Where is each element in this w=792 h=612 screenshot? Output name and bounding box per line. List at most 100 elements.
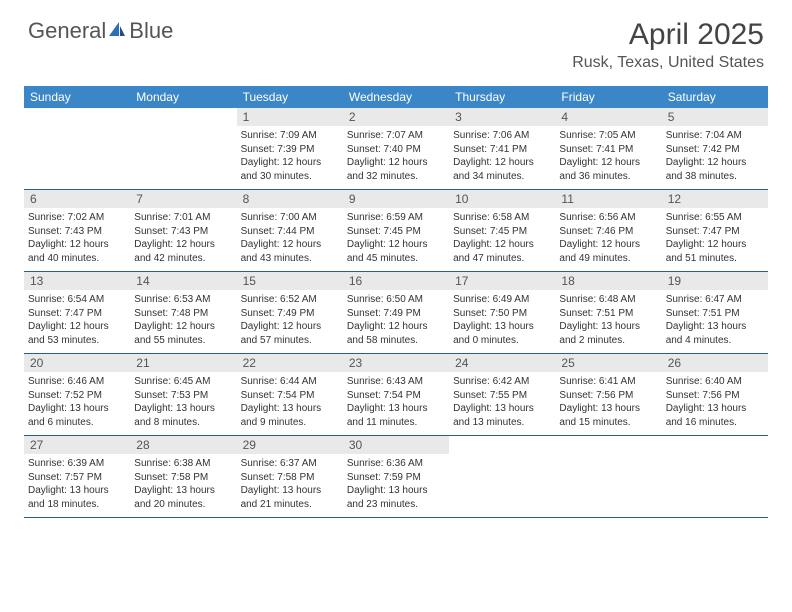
day-number: 7 [130, 190, 236, 208]
sunrise-text: Sunrise: 6:58 AM [453, 211, 551, 225]
sunrise-text: Sunrise: 6:47 AM [666, 293, 764, 307]
sunrise-text: Sunrise: 7:02 AM [28, 211, 126, 225]
day-number: 4 [555, 108, 661, 126]
daylight-text: Daylight: 12 hours [453, 238, 551, 252]
day-details: Sunrise: 6:41 AMSunset: 7:56 PMDaylight:… [555, 372, 661, 435]
calendar-week-row: 27Sunrise: 6:39 AMSunset: 7:57 PMDayligh… [24, 436, 768, 518]
sunrise-text: Sunrise: 6:48 AM [559, 293, 657, 307]
daylight-text: and 34 minutes. [453, 170, 551, 184]
daylight-text: Daylight: 13 hours [28, 484, 126, 498]
sunrise-text: Sunrise: 6:55 AM [666, 211, 764, 225]
sunset-text: Sunset: 7:58 PM [241, 471, 339, 485]
calendar-cell: 9Sunrise: 6:59 AMSunset: 7:45 PMDaylight… [343, 190, 449, 272]
daylight-text: and 47 minutes. [453, 252, 551, 266]
sunset-text: Sunset: 7:45 PM [453, 225, 551, 239]
day-details: Sunrise: 6:45 AMSunset: 7:53 PMDaylight:… [130, 372, 236, 435]
calendar-week-row: 13Sunrise: 6:54 AMSunset: 7:47 PMDayligh… [24, 272, 768, 354]
daylight-text: and 45 minutes. [347, 252, 445, 266]
calendar-cell: 22Sunrise: 6:44 AMSunset: 7:54 PMDayligh… [237, 354, 343, 436]
sunset-text: Sunset: 7:50 PM [453, 307, 551, 321]
daylight-text: and 43 minutes. [241, 252, 339, 266]
calendar-cell: 3Sunrise: 7:06 AMSunset: 7:41 PMDaylight… [449, 108, 555, 190]
daylight-text: Daylight: 13 hours [28, 402, 126, 416]
sunrise-text: Sunrise: 6:56 AM [559, 211, 657, 225]
sunrise-text: Sunrise: 7:01 AM [134, 211, 232, 225]
calendar-cell: 28Sunrise: 6:38 AMSunset: 7:58 PMDayligh… [130, 436, 236, 518]
day-number: 8 [237, 190, 343, 208]
day-number: 24 [449, 354, 555, 372]
calendar-cell: 2Sunrise: 7:07 AMSunset: 7:40 PMDaylight… [343, 108, 449, 190]
day-details: Sunrise: 6:37 AMSunset: 7:58 PMDaylight:… [237, 454, 343, 517]
day-number: 29 [237, 436, 343, 454]
daylight-text: and 15 minutes. [559, 416, 657, 430]
day-details: Sunrise: 6:56 AMSunset: 7:46 PMDaylight:… [555, 208, 661, 271]
calendar-cell: 27Sunrise: 6:39 AMSunset: 7:57 PMDayligh… [24, 436, 130, 518]
sunrise-text: Sunrise: 6:42 AM [453, 375, 551, 389]
day-number: 16 [343, 272, 449, 290]
daylight-text: and 13 minutes. [453, 416, 551, 430]
calendar-cell: 10Sunrise: 6:58 AMSunset: 7:45 PMDayligh… [449, 190, 555, 272]
daylight-text: Daylight: 13 hours [666, 402, 764, 416]
daylight-text: Daylight: 12 hours [347, 238, 445, 252]
daylight-text: and 16 minutes. [666, 416, 764, 430]
day-number: 10 [449, 190, 555, 208]
calendar-cell: 11Sunrise: 6:56 AMSunset: 7:46 PMDayligh… [555, 190, 661, 272]
day-details: Sunrise: 6:58 AMSunset: 7:45 PMDaylight:… [449, 208, 555, 271]
daylight-text: and 0 minutes. [453, 334, 551, 348]
sunset-text: Sunset: 7:44 PM [241, 225, 339, 239]
daylight-text: and 51 minutes. [666, 252, 764, 266]
sunrise-text: Sunrise: 6:44 AM [241, 375, 339, 389]
daylight-text: and 9 minutes. [241, 416, 339, 430]
day-number: 18 [555, 272, 661, 290]
day-details: Sunrise: 7:09 AMSunset: 7:39 PMDaylight:… [237, 126, 343, 189]
sunset-text: Sunset: 7:49 PM [347, 307, 445, 321]
daylight-text: Daylight: 12 hours [241, 320, 339, 334]
day-details: Sunrise: 6:38 AMSunset: 7:58 PMDaylight:… [130, 454, 236, 517]
daylight-text: Daylight: 12 hours [347, 320, 445, 334]
sunset-text: Sunset: 7:43 PM [134, 225, 232, 239]
daylight-text: and 36 minutes. [559, 170, 657, 184]
daylight-text: Daylight: 13 hours [241, 484, 339, 498]
day-details: Sunrise: 6:40 AMSunset: 7:56 PMDaylight:… [662, 372, 768, 435]
day-number: 2 [343, 108, 449, 126]
daylight-text: Daylight: 13 hours [347, 484, 445, 498]
sunrise-text: Sunrise: 6:37 AM [241, 457, 339, 471]
calendar-cell: 0 [662, 436, 768, 518]
daylight-text: Daylight: 13 hours [134, 402, 232, 416]
day-header: Friday [555, 86, 661, 108]
day-number: 11 [555, 190, 661, 208]
daylight-text: and 40 minutes. [28, 252, 126, 266]
day-header: Saturday [662, 86, 768, 108]
sunset-text: Sunset: 7:59 PM [347, 471, 445, 485]
daylight-text: Daylight: 13 hours [134, 484, 232, 498]
calendar-cell: 15Sunrise: 6:52 AMSunset: 7:49 PMDayligh… [237, 272, 343, 354]
sunset-text: Sunset: 7:53 PM [134, 389, 232, 403]
sunrise-text: Sunrise: 6:40 AM [666, 375, 764, 389]
calendar-cell: 17Sunrise: 6:49 AMSunset: 7:50 PMDayligh… [449, 272, 555, 354]
day-details: Sunrise: 7:07 AMSunset: 7:40 PMDaylight:… [343, 126, 449, 189]
calendar-cell: 24Sunrise: 6:42 AMSunset: 7:55 PMDayligh… [449, 354, 555, 436]
logo: General Blue [28, 18, 173, 44]
calendar-cell: 0 [449, 436, 555, 518]
daylight-text: and 55 minutes. [134, 334, 232, 348]
sunset-text: Sunset: 7:54 PM [241, 389, 339, 403]
day-number: 23 [343, 354, 449, 372]
sunrise-text: Sunrise: 6:53 AM [134, 293, 232, 307]
daylight-text: and 53 minutes. [28, 334, 126, 348]
sunset-text: Sunset: 7:48 PM [134, 307, 232, 321]
sunset-text: Sunset: 7:54 PM [347, 389, 445, 403]
sunrise-text: Sunrise: 7:09 AM [241, 129, 339, 143]
daylight-text: and 20 minutes. [134, 498, 232, 512]
daylight-text: and 57 minutes. [241, 334, 339, 348]
sunset-text: Sunset: 7:56 PM [559, 389, 657, 403]
day-details: Sunrise: 6:44 AMSunset: 7:54 PMDaylight:… [237, 372, 343, 435]
calendar-cell: 8Sunrise: 7:00 AMSunset: 7:44 PMDaylight… [237, 190, 343, 272]
day-details: Sunrise: 6:39 AMSunset: 7:57 PMDaylight:… [24, 454, 130, 517]
day-details: Sunrise: 6:43 AMSunset: 7:54 PMDaylight:… [343, 372, 449, 435]
sunrise-text: Sunrise: 6:41 AM [559, 375, 657, 389]
day-number: 26 [662, 354, 768, 372]
sunrise-text: Sunrise: 6:50 AM [347, 293, 445, 307]
day-details: Sunrise: 7:01 AMSunset: 7:43 PMDaylight:… [130, 208, 236, 271]
daylight-text: Daylight: 12 hours [28, 320, 126, 334]
sunset-text: Sunset: 7:55 PM [453, 389, 551, 403]
